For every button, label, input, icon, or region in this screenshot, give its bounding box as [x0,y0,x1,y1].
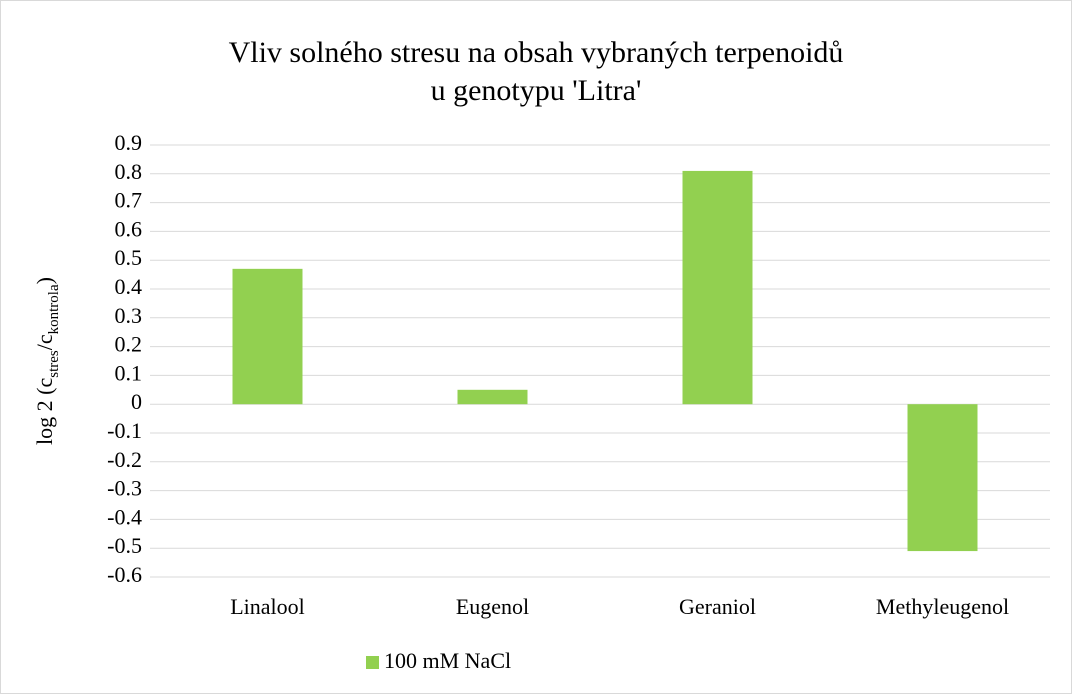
y-tick-label: -0.5 [107,533,142,558]
y-tick-label: 0.5 [115,245,143,270]
y-tick-label: -0.3 [107,476,142,501]
y-tick-label: -0.1 [107,418,142,443]
y-label-part: /c [32,334,57,350]
bar [907,404,978,552]
y-tick-label: 0.4 [115,274,143,299]
x-tick-label: Linalool [230,594,305,619]
legend-swatch [366,656,379,669]
x-tick-label: Methyleugenol [876,594,1009,619]
y-tick-label: -0.6 [107,562,142,587]
y-label-part: ) [32,277,57,284]
y-label-part: kontrola [46,284,62,334]
y-tick-label: 0.2 [115,332,143,357]
x-tick-label: Eugenol [456,594,529,619]
y-tick-label: 0.7 [115,188,143,213]
bar [682,170,753,405]
bar [232,268,303,405]
y-label-part: log 2 (c [32,378,57,445]
y-tick-label: 0.8 [115,159,143,184]
chart-title: u genotypu 'Litra' [431,74,642,107]
y-tick-label: 0.9 [115,130,143,155]
x-tick-label: Geraniol [679,594,756,619]
y-tick-label: -0.2 [107,447,142,472]
y-tick-label: 0.1 [115,360,143,385]
legend-label: 100 mM NaCl [384,648,511,673]
y-axis-label: log 2 (cstres/ckontrola) [32,277,62,445]
chart-title: Vliv solného stresu na obsah vybraných t… [229,36,844,69]
y-tick-label: 0.6 [115,216,143,241]
y-tick-label: 0 [131,389,142,414]
y-tick-label: -0.4 [107,504,142,529]
y-label-part: stres [46,350,62,378]
bar [457,389,528,405]
y-tick-label: 0.3 [115,303,143,328]
